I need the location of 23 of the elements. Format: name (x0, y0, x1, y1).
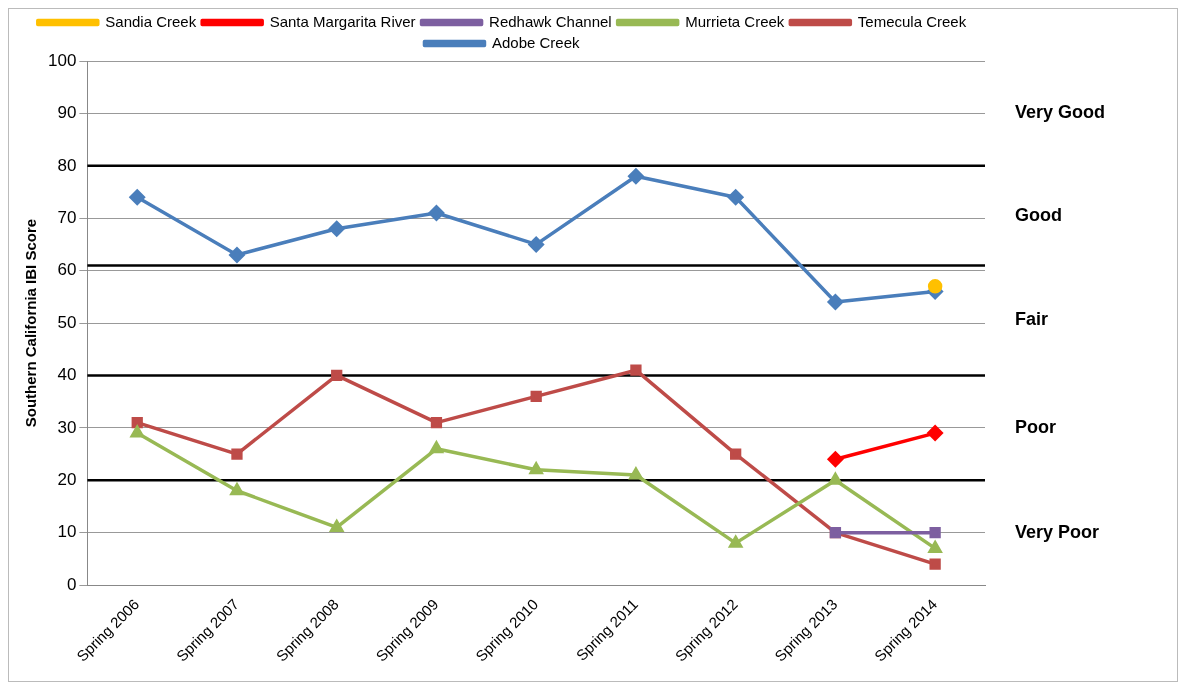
y-tick-label: 20 (57, 469, 77, 489)
y-tick-label: 50 (57, 312, 77, 332)
y-tick-label: 80 (57, 155, 77, 175)
y-axis-title: Southern California IBI Score (22, 218, 40, 428)
y-tick-label: 0 (66, 574, 77, 594)
legend-label: Santa Margarita River (269, 12, 416, 30)
text: Very Good (1015, 102, 1106, 123)
y-tick-label: 30 (57, 417, 77, 437)
text: Fair (1015, 309, 1049, 330)
legend-label: Murrieta Creek (685, 12, 785, 30)
y-tick-label: 60 (57, 260, 77, 280)
text: Poor (1015, 416, 1057, 437)
y-tick-label: 100 (47, 50, 77, 70)
y-tick-label: 70 (57, 207, 77, 227)
y-tick-label: 90 (57, 103, 77, 123)
legend-label: Redhawk Channel (489, 12, 612, 30)
text: Good (1015, 204, 1062, 225)
text: Very Poor (1015, 521, 1100, 542)
legend-label: Sandia Creek (105, 12, 197, 30)
y-tick-label: 10 (57, 522, 77, 542)
legend-label: Temecula Creek (857, 12, 967, 30)
y-tick-label: 40 (57, 365, 77, 385)
legend-label: Adobe Creek (491, 33, 581, 51)
